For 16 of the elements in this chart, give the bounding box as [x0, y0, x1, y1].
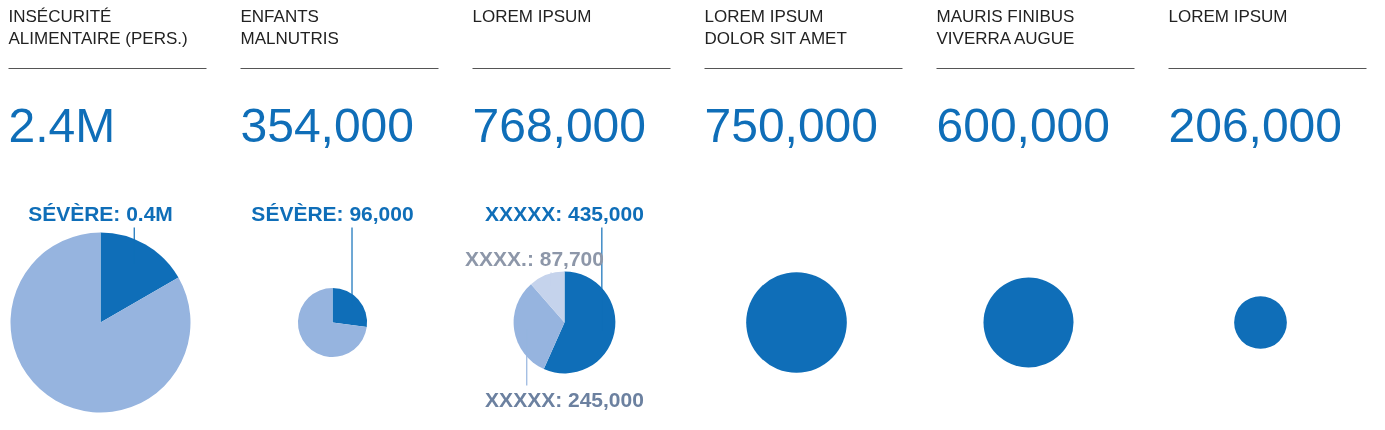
- slice-label: SÉVÈRE: 96,000: [251, 202, 414, 225]
- chart-title: LOREM IPSUM: [1168, 6, 1288, 26]
- chart-title: LOREM IPSUM: [472, 6, 592, 26]
- data-label: 600,000: [936, 99, 1111, 152]
- data-label: 750,000: [704, 99, 879, 152]
- chart-subtitle: 2.4M: [8, 99, 116, 152]
- chart-title: LOREM IPSUM DOLOR SIT AMET: [704, 6, 847, 49]
- chart-title: MAURIS FINIBUS VIVERRA AUGUE: [936, 6, 1075, 49]
- slice-label: XXXXX: 245,000: [485, 387, 644, 411]
- chart-title: INSÉCURITÉ ALIMENTAIRE (PERS.): [8, 6, 188, 49]
- slice-label: SÉVÈRE: 0.4M: [28, 202, 173, 225]
- data-label: 206,000: [1168, 99, 1343, 152]
- slice-label: XXXXX: 435,000: [485, 202, 644, 225]
- chart-subtitle: 354,000: [240, 99, 415, 152]
- chart-title: ENFANTS MALNUTRIS: [240, 6, 339, 49]
- chart-subtitle: 768,000: [472, 99, 647, 152]
